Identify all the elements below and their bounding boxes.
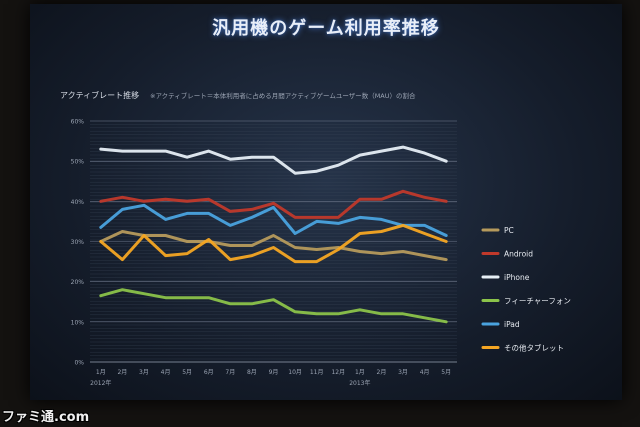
series-line [99, 288, 448, 324]
slide-title: 汎用機のゲーム利用率推移 [212, 18, 440, 39]
y-tick-label: 0% [74, 360, 84, 367]
year-label: 2013年 [349, 379, 370, 387]
legend-label: Android [504, 250, 533, 259]
x-tick-label: 8月 [247, 369, 257, 376]
x-tick-label: 1月 [355, 369, 365, 376]
chart-subtitle: アクティブレート推移 [60, 91, 140, 100]
x-tick-label: 5月 [441, 369, 451, 376]
y-tick-label: 40% [71, 199, 85, 206]
legend-label: フィーチャーフォン [504, 297, 571, 306]
year-label: 2012年 [90, 379, 111, 387]
series-line [99, 230, 448, 262]
x-tick-label: 11月 [310, 369, 324, 376]
x-tick-label: 12月 [331, 369, 345, 376]
watermark-logo: ファミ通.com [2, 410, 90, 425]
x-tick-label: 3月 [139, 369, 149, 376]
y-tick-label: 10% [71, 319, 85, 326]
x-tick-label: 2月 [377, 369, 387, 376]
x-tick-label: 7月 [225, 369, 235, 376]
x-tick-label: 2月 [117, 369, 127, 376]
x-tick-label: 9月 [269, 369, 279, 376]
legend-label: iPhone [504, 273, 530, 282]
series-line [99, 189, 448, 219]
x-tick-label: 6月 [204, 369, 214, 376]
chart-note: ※アクティブレート＝本体利用者に占める月間アクティブゲームユーザー数（MAU）の… [150, 92, 416, 100]
x-tick-label: 3月 [398, 369, 408, 376]
y-tick-label: 50% [71, 159, 85, 166]
series-line [99, 145, 448, 175]
x-tick-label: 4月 [161, 369, 171, 376]
y-tick-label: 20% [71, 279, 85, 286]
series-line [99, 203, 448, 237]
x-tick-label: 5月 [182, 369, 192, 376]
y-tick-label: 30% [71, 239, 85, 246]
legend-label: その他タブレット [504, 343, 564, 353]
x-tick-label: 1月 [96, 369, 106, 376]
legend-label: iPad [504, 320, 520, 329]
series-line [99, 223, 448, 264]
x-tick-label: 10月 [288, 369, 302, 376]
presentation-slide: 汎用機のゲーム利用率推移 アクティブレート推移 ※アクティブレート＝本体利用者に… [30, 4, 622, 400]
x-tick-label: 4月 [420, 369, 430, 376]
y-tick-label: 60% [71, 119, 85, 126]
legend-label: PC [504, 226, 514, 235]
